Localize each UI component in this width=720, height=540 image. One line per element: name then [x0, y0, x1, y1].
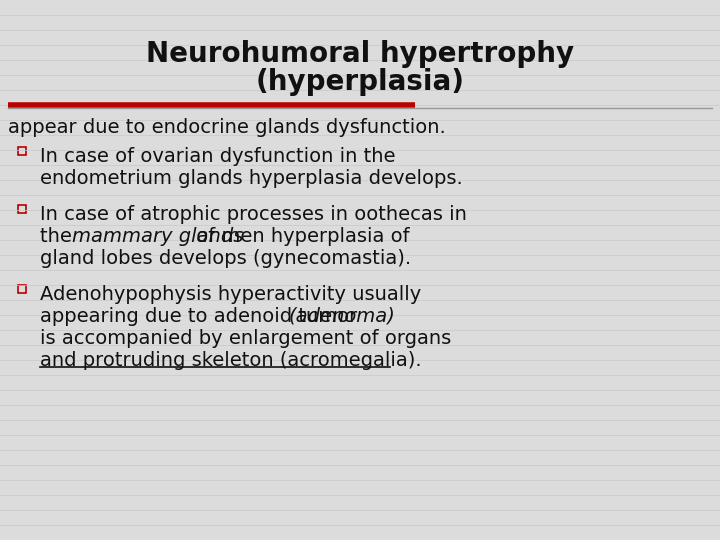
Text: (hyperplasia): (hyperplasia) — [256, 68, 464, 96]
Bar — [18, 285, 26, 293]
Text: is accompanied by enlargement of organs: is accompanied by enlargement of organs — [40, 329, 451, 348]
Text: endometrium glands hyperplasia develops.: endometrium glands hyperplasia develops. — [40, 169, 463, 188]
Bar — [18, 205, 26, 213]
Text: Neurohumoral hypertrophy: Neurohumoral hypertrophy — [146, 40, 574, 68]
Text: mammary glands: mammary glands — [72, 227, 243, 246]
Text: appearing due to adenoid tumor: appearing due to adenoid tumor — [40, 307, 364, 326]
Bar — [18, 147, 26, 155]
Text: gland lobes develops (gynecomastia).: gland lobes develops (gynecomastia). — [40, 249, 411, 268]
Text: the: the — [40, 227, 78, 246]
Text: of men hyperplasia of: of men hyperplasia of — [190, 227, 410, 246]
Text: In case of ovarian dysfunction in the: In case of ovarian dysfunction in the — [40, 147, 395, 166]
Text: and protruding skeleton (acromegalia).: and protruding skeleton (acromegalia). — [40, 351, 422, 370]
Text: appear due to endocrine glands dysfunction.: appear due to endocrine glands dysfuncti… — [8, 118, 446, 137]
Text: (adenoma): (adenoma) — [289, 307, 396, 326]
Text: In case of atrophic processes in oothecas in: In case of atrophic processes in ootheca… — [40, 205, 467, 224]
Text: Adenohypophysis hyperactivity usually: Adenohypophysis hyperactivity usually — [40, 285, 421, 304]
